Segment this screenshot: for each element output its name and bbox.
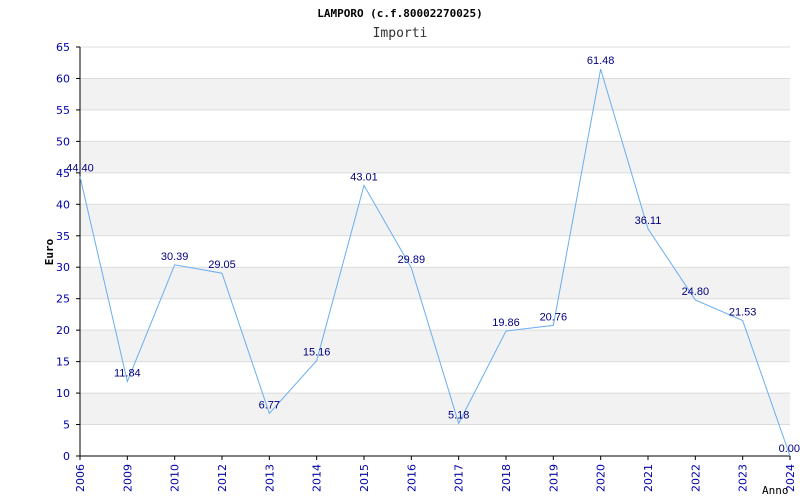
- y-tick-label: 45: [56, 167, 70, 180]
- x-tick-label: 2023: [737, 464, 750, 492]
- y-axis-label: Euro: [43, 238, 56, 265]
- y-tick-label: 30: [56, 261, 70, 274]
- data-label: 21.53: [729, 307, 757, 319]
- x-tick-label: 2013: [263, 464, 276, 492]
- y-tick-label: 60: [56, 72, 70, 85]
- y-tick-label: 40: [56, 198, 70, 211]
- x-tick-label: 2014: [311, 464, 324, 492]
- chart-subtitle: Importi: [373, 26, 428, 41]
- data-label: 19.86: [492, 317, 520, 329]
- x-tick-label: 2022: [689, 464, 702, 492]
- y-tick-label: 10: [56, 387, 70, 400]
- x-tick-label: 2021: [642, 464, 655, 492]
- data-label: 30.39: [161, 251, 189, 263]
- data-label: 29.05: [208, 259, 236, 271]
- y-tick-label: 55: [56, 104, 70, 117]
- x-tick-label: 2012: [216, 464, 229, 492]
- x-tick-label: 2006: [74, 464, 87, 492]
- y-tick-label: 65: [56, 41, 70, 54]
- x-tick-label: 2015: [358, 464, 371, 492]
- x-tick-label: 2016: [405, 464, 418, 492]
- data-label: 24.80: [682, 286, 710, 298]
- x-tick-label: 2018: [500, 464, 513, 492]
- x-tick-label: 2010: [169, 464, 182, 492]
- data-label: 43.01: [350, 171, 378, 183]
- x-axis-label: Anno: [762, 484, 789, 497]
- x-tick-label: 2019: [547, 464, 560, 492]
- y-tick-label: 25: [56, 293, 70, 306]
- grid-band: [80, 141, 790, 173]
- grid-band: [80, 267, 790, 299]
- data-label: 0.00: [779, 443, 800, 455]
- data-label: 11.84: [114, 367, 141, 379]
- y-tick-label: 20: [56, 324, 70, 337]
- data-label: 36.11: [635, 215, 662, 227]
- data-label: 61.48: [587, 55, 615, 67]
- data-labels: 44.40 11.84 30.39 29.05 6.77 15.16 43.01 29.89 5…: [66, 55, 800, 457]
- data-label: 15.16: [303, 347, 331, 359]
- plot-background-bands: [80, 78, 790, 425]
- data-label: 5.18: [448, 409, 469, 421]
- grid-band: [80, 204, 790, 236]
- x-tick-label: 2020: [595, 464, 608, 492]
- y-tick-label: 0: [63, 450, 70, 463]
- y-tick-label: 5: [63, 419, 70, 432]
- series-line-importi: [79, 69, 791, 457]
- data-label: 44.40: [66, 163, 94, 175]
- data-label: 6.77: [259, 399, 280, 411]
- y-tick-label: 15: [56, 356, 70, 369]
- y-tick-label: 50: [56, 135, 70, 148]
- grid-band: [80, 393, 790, 425]
- y-tick-label: 35: [56, 230, 70, 243]
- x-tick-label: 2024: [784, 464, 797, 492]
- grid-band: [80, 78, 790, 110]
- x-tick-label: 2017: [453, 464, 466, 492]
- data-label: 20.76: [540, 311, 568, 323]
- y-axis-ticks: 0 5 10 15 20 25 30 35 40 45 50 55 60 65: [56, 41, 80, 463]
- chart-title: LAMPORO (c.f.80002270025): [317, 7, 483, 20]
- data-label: 29.89: [398, 254, 426, 266]
- x-axis-ticks: 2006 2009 2010 2012 2013 2014 2015 2016 2017 2018…: [74, 456, 797, 492]
- x-tick-label: 2009: [121, 464, 134, 492]
